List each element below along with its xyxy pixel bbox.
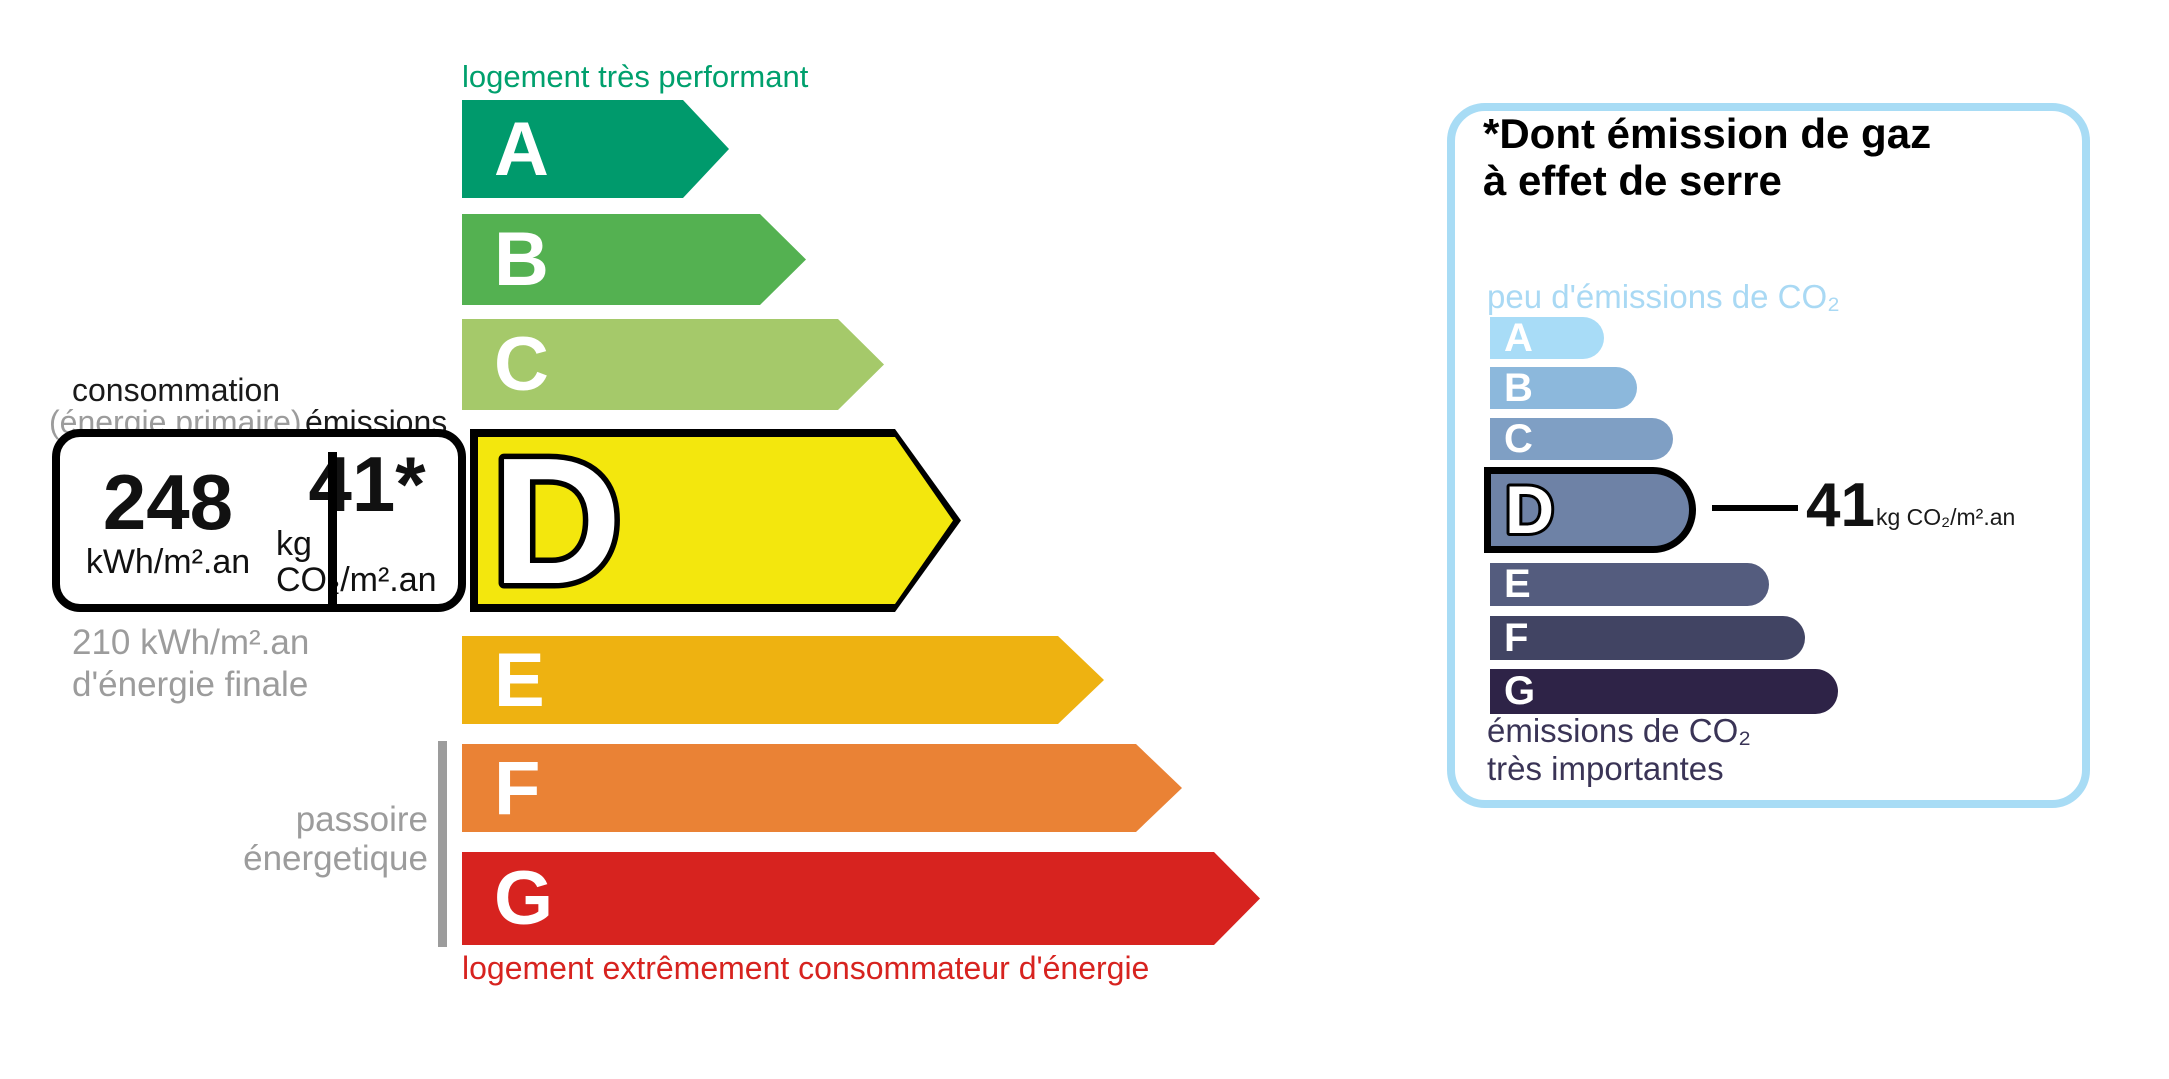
energy-class-d-letter-outlined: D (490, 441, 640, 601)
energy-sieve-label: passoire énergetique (230, 800, 428, 878)
final-energy-line1: 210 kWh/m².an (72, 623, 310, 662)
consumption-value-box: 248 kWh/m².an 41* kg CO₂/m².an (52, 429, 466, 612)
co2-class-a-letter: A (1504, 315, 1533, 360)
energy-class-g-arrow: G (462, 852, 1260, 945)
final-energy-note: 210 kWh/m².an d'énergie finale (72, 622, 309, 706)
co2-value: 41* (308, 439, 426, 528)
co2-class-f-bar: F (1490, 616, 1805, 660)
energy-class-f-arrow: F (462, 744, 1182, 832)
co2-class-d-bar-active: D (1484, 467, 1696, 553)
energy-class-f-letter: F (494, 745, 541, 831)
co2-class-g-bar: G (1490, 669, 1838, 714)
energy-class-e-letter: E (494, 637, 545, 723)
co2-panel-title: *Dont émission de gaz à effet de serre (1483, 110, 1931, 204)
energy-sieve-bracket-bar (438, 741, 447, 947)
co2-unit: kg CO₂/m².an (276, 524, 437, 599)
co2-high-emissions-label-line1: émissions de CO₂ (1487, 712, 1752, 749)
co2-class-g-letter: G (1504, 669, 1536, 713)
co2-high-emissions-label: émissions de CO₂ très importantes (1487, 712, 1751, 788)
co2-value-cell: 41* kg CO₂/m².an (276, 437, 458, 604)
energy-sieve-label-line1: passoire (295, 800, 428, 839)
energy-unit: kWh/m².an (85, 542, 251, 581)
energy-class-b-letter: B (494, 217, 549, 302)
svg-text:D: D (492, 421, 622, 622)
bottom-consumption-label: logement extrêmement consommateur d'éner… (462, 950, 1150, 986)
energy-class-a-arrow: A (462, 100, 729, 198)
energy-value-cell: 248 kWh/m².an (60, 437, 276, 604)
energy-class-b-arrow: B (462, 214, 806, 305)
value-box-divider (328, 452, 337, 605)
energy-class-d-arrow-active: D (470, 429, 961, 612)
energy-class-c-arrow: C (462, 319, 884, 410)
co2-class-c-letter: C (1504, 416, 1533, 461)
energy-value: 248 (102, 457, 234, 546)
top-performance-label: logement très performant (462, 59, 809, 94)
co2-class-e-letter: E (1504, 562, 1531, 606)
co2-class-e-bar: E (1490, 562, 1769, 606)
co2-panel-title-line1: *Dont émission de gaz (1483, 110, 1932, 157)
co2-callout-unit: kg CO₂/m².an (1876, 504, 2016, 530)
energy-class-d-arrow-fill (478, 437, 953, 604)
co2-low-emissions-label: peu d'émissions de CO₂ (1487, 278, 1840, 315)
co2-class-b-letter: B (1504, 365, 1533, 410)
co2-callout-value: 41 (1806, 471, 1875, 540)
energy-class-c-letter: C (494, 322, 549, 407)
co2-class-f-letter: F (1504, 615, 1529, 660)
svg-text:D: D (1505, 472, 1554, 548)
co2-callout-line (1712, 505, 1798, 511)
energy-class-g-letter: G (494, 856, 554, 941)
co2-panel-title-line2: à effet de serre (1483, 157, 1782, 204)
final-energy-line2: d'énergie finale (72, 665, 309, 704)
energy-class-a-letter: A (494, 106, 549, 192)
co2-class-b-bar: B (1490, 365, 1637, 410)
co2-class-a-bar: A (1490, 315, 1604, 360)
co2-class-d-letter-outlined: D (1502, 469, 1557, 551)
energy-sieve-label-line2: énergetique (243, 839, 428, 878)
co2-high-emissions-label-line2: très importantes (1487, 750, 1724, 787)
energy-class-e-arrow: E (462, 636, 1104, 724)
consumption-header: consommation (72, 372, 281, 408)
co2-class-c-bar: C (1490, 416, 1673, 461)
